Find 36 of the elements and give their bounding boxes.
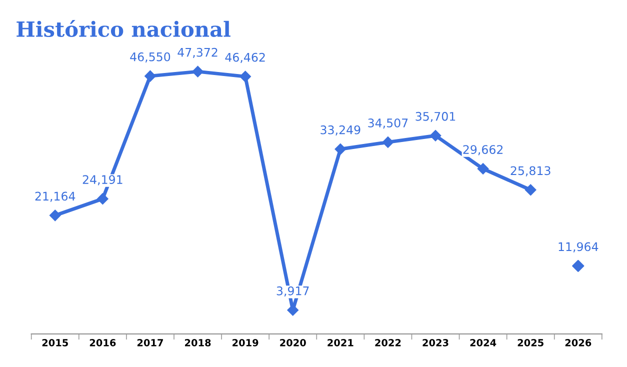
x-tick-label: 2019 [232, 339, 258, 346]
point [334, 143, 346, 155]
point [382, 136, 394, 148]
data-label: 3,917 [276, 286, 309, 297]
data-label: 34,507 [368, 118, 408, 129]
x-tick-label: 2020 [280, 339, 306, 346]
x-tick-label: 2026 [565, 339, 592, 346]
data-label: 46,462 [225, 52, 265, 63]
x-tick-label: 2021 [328, 339, 354, 346]
point [572, 260, 584, 272]
data-label: 24,191 [82, 175, 122, 186]
point [144, 70, 156, 82]
x-tick-label: 2016 [90, 339, 116, 346]
data-label: 33,249 [320, 125, 360, 136]
x-tick-label: 2025 [518, 339, 544, 346]
data-label: 29,662 [463, 145, 503, 156]
chart-title: Histórico nacional [16, 20, 230, 37]
x-tick-label: 2022 [375, 339, 401, 346]
point [524, 184, 536, 196]
point [192, 66, 204, 78]
point [50, 210, 61, 222]
data-label: 11,964 [558, 242, 598, 252]
data-label: 46,550 [130, 52, 170, 62]
data-label: 35,701 [416, 112, 456, 122]
x-tick-label: 2023 [422, 339, 448, 346]
point [97, 193, 108, 204]
point [477, 163, 489, 174]
point [430, 130, 442, 142]
x-tick-label: 2015 [42, 339, 68, 346]
point [240, 70, 251, 82]
data-label: 21,164 [35, 192, 76, 202]
data-label: 47,372 [178, 48, 218, 58]
x-tick-label: 2024 [470, 339, 496, 346]
data-label: 25,813 [510, 166, 550, 176]
x-tick-label: 2018 [185, 339, 211, 346]
x-tick-label: 2017 [137, 339, 163, 346]
